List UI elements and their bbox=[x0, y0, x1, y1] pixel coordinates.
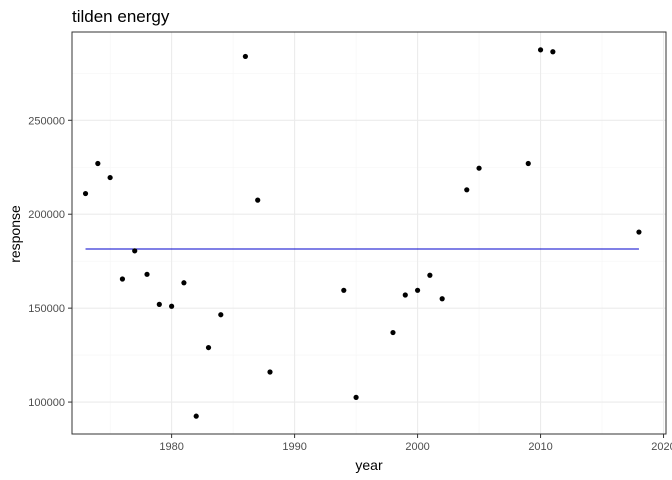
data-point bbox=[353, 394, 359, 400]
data-point bbox=[390, 329, 396, 336]
y-tick-label: 200000 bbox=[28, 209, 65, 221]
y-tick-label: 150000 bbox=[28, 303, 65, 315]
data-point bbox=[82, 190, 89, 197]
data-point bbox=[156, 301, 162, 307]
data-point bbox=[169, 303, 175, 309]
x-tick-label: 1990 bbox=[282, 441, 306, 453]
data-points bbox=[82, 47, 642, 419]
x-tick-label: 2010 bbox=[528, 441, 552, 453]
data-point bbox=[95, 160, 101, 167]
data-point bbox=[132, 248, 138, 254]
data-point bbox=[181, 280, 187, 286]
data-point bbox=[119, 276, 126, 282]
chart-title: tilden energy bbox=[72, 7, 170, 26]
data-point bbox=[525, 160, 531, 167]
data-point bbox=[341, 287, 347, 293]
data-point bbox=[402, 292, 408, 298]
x-axis-ticks: 1980 1990 2000 2010 2020 bbox=[159, 434, 672, 453]
data-point bbox=[107, 174, 113, 181]
y-tick-label: 250000 bbox=[28, 115, 65, 127]
data-point bbox=[414, 287, 421, 293]
grid-lines bbox=[72, 32, 666, 434]
data-point bbox=[218, 312, 224, 318]
x-axis-title: year bbox=[355, 457, 383, 473]
data-point bbox=[427, 272, 433, 278]
data-point bbox=[439, 296, 445, 302]
data-point bbox=[242, 53, 249, 60]
x-tick-label: 1980 bbox=[159, 441, 183, 453]
data-point bbox=[537, 47, 544, 53]
panel-border bbox=[71, 31, 667, 435]
data-point bbox=[255, 197, 261, 203]
data-point bbox=[144, 271, 150, 277]
data-point bbox=[476, 165, 482, 171]
y-axis-ticks: 100000 150000 200000 250000 bbox=[28, 115, 72, 409]
x-tick-label: 2000 bbox=[405, 441, 429, 453]
y-axis-title: response bbox=[7, 205, 23, 263]
data-point bbox=[636, 229, 642, 235]
x-tick-label: 2020 bbox=[651, 441, 672, 453]
data-point bbox=[205, 344, 212, 351]
data-point bbox=[267, 369, 273, 375]
y-tick-label: 100000 bbox=[28, 397, 65, 409]
data-point bbox=[193, 413, 199, 419]
data-point bbox=[550, 49, 556, 55]
data-point bbox=[464, 187, 470, 193]
